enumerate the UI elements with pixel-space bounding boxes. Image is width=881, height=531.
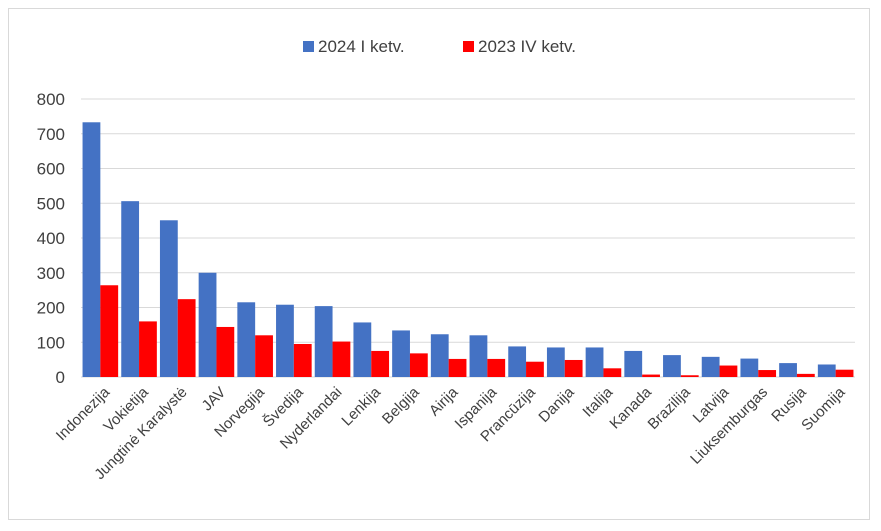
bar-series-1: [353, 322, 372, 377]
bar-series-1: [314, 306, 333, 377]
bar-series-1: [663, 355, 681, 377]
legend-label: 2023 IV ketv.: [478, 37, 576, 56]
bar-series-1: [430, 334, 449, 377]
gridlines: [81, 98, 855, 378]
legend: 2024 I ketv. 2023 IV ketv.: [303, 37, 576, 56]
y-tick-label: 800: [37, 90, 65, 109]
y-tick-label: 600: [37, 160, 65, 179]
bar-series-1: [779, 363, 797, 377]
bar-series-2: [603, 368, 622, 377]
chart-frame: 0 100 200 300 400 500 600 700 800 Indonezija Voki…: [8, 8, 870, 520]
bar-series-1: [159, 220, 178, 377]
bar-series-2: [680, 375, 699, 377]
y-tick-label: 0: [56, 368, 65, 387]
bar-series-1: [624, 350, 643, 377]
bar-series-2: [409, 353, 428, 377]
bar-series-1: [585, 347, 604, 377]
y-tick-label: 400: [37, 229, 65, 248]
bar-series-2: [796, 373, 815, 377]
bar-series-2: [835, 369, 854, 377]
bar-series-2: [216, 326, 235, 377]
x-tick-label: Suomija: [798, 383, 849, 434]
bar-series-2: [177, 299, 196, 377]
bar-series-2: [719, 365, 738, 377]
bar-series-2: [448, 358, 467, 377]
y-tick-label: 500: [37, 194, 65, 213]
x-tick-label: Indonezija: [53, 383, 114, 444]
x-tick-label: Brazilija: [645, 383, 695, 433]
bar-series-2: [293, 343, 312, 377]
bar-series-1: [508, 346, 527, 377]
x-tick-label: Lenkija: [338, 383, 384, 429]
y-axis-ticks: 0 100 200 300 400 500 600 700 800: [37, 90, 65, 387]
y-tick-label: 200: [37, 299, 65, 318]
bar-series-2: [564, 359, 583, 377]
legend-swatch: [303, 41, 314, 52]
bar-series-1: [817, 364, 836, 377]
bar-series-1: [121, 201, 140, 377]
bar-series-2: [758, 370, 777, 377]
x-tick-label: Belgija: [379, 383, 423, 427]
bar-chart: 0 100 200 300 400 500 600 700 800 IndonezijaVoki…: [37, 37, 855, 483]
bar-series-1: [740, 358, 759, 377]
bar-series-2: [642, 374, 660, 377]
legend-swatch: [463, 41, 474, 52]
bar-series-2: [526, 361, 544, 377]
bar-series-1: [546, 347, 565, 377]
x-tick-label: Danija: [535, 383, 578, 426]
bar-series-1: [237, 302, 256, 377]
bars: [82, 122, 854, 377]
bar-series-2: [332, 341, 351, 377]
x-tick-label: JAV: [199, 384, 230, 415]
bar-series-2: [487, 358, 506, 377]
y-tick-label: 700: [37, 125, 65, 144]
bar-series-1: [392, 330, 410, 377]
legend-label: 2024 I ketv.: [318, 37, 405, 56]
bar-series-1: [82, 122, 101, 377]
bar-series-1: [469, 335, 488, 377]
y-tick-label: 100: [37, 333, 65, 352]
x-tick-label: Airija: [426, 383, 462, 419]
bar-series-1: [276, 304, 294, 377]
bar-series-1: [701, 356, 720, 377]
bar-series-1: [198, 272, 217, 377]
y-tick-label: 300: [37, 264, 65, 283]
bar-series-2: [255, 335, 273, 377]
bar-series-2: [371, 350, 390, 377]
bar-series-2: [139, 321, 157, 377]
bar-series-2: [100, 285, 119, 377]
